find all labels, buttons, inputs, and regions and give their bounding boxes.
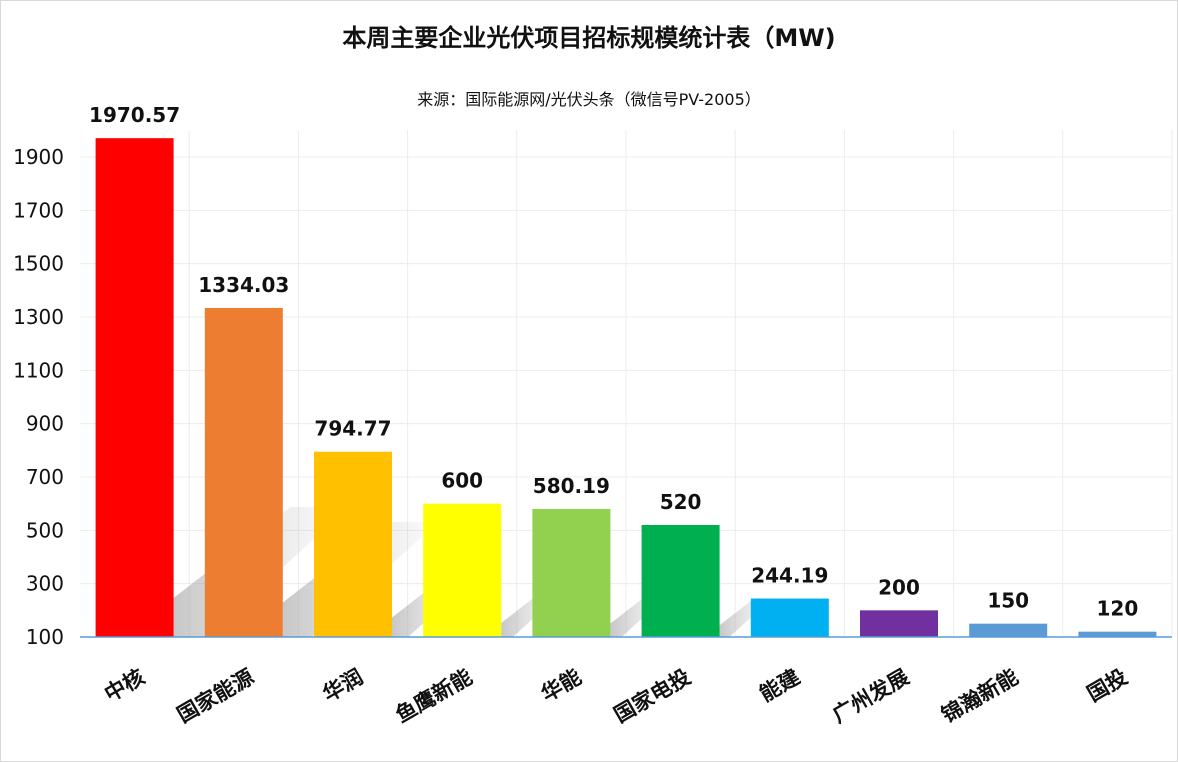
bar [95,138,174,637]
data-labels: 1970.57 1334.03 794.77 600 580.19 520 244.19 20… [89,103,1138,620]
bar [750,598,829,637]
y-tick-label: 1900 [13,145,64,169]
y-tick-label: 1700 [13,198,64,222]
x-tick-label: 鱼鹰新能 [392,665,477,728]
x-tick-label: 能建 [756,665,804,707]
y-tick-label: 900 [26,412,64,436]
bar [423,503,502,637]
x-tick-label: 华能 [537,665,585,707]
data-label: 120 [1097,597,1139,621]
bar [860,610,938,637]
y-tick-label: 1300 [13,305,64,329]
y-tick-label: 700 [26,465,64,489]
bar [204,307,283,637]
y-tick-label: 1500 [13,252,64,276]
data-label: 1970.57 [89,103,180,127]
x-tick-label: 华润 [319,665,367,707]
x-tick-label: 广州发展 [828,665,913,728]
data-label: 200 [878,575,920,599]
data-label: 580.19 [533,474,610,498]
x-axis-ticks: 中核 国家能源 华润 鱼鹰新能 华能 国家电投 能建 广州发展 锦瀚新能 国投 [100,665,1131,728]
data-label: 150 [987,589,1029,613]
x-tick-label: 中核 [100,665,148,707]
bar [532,508,611,637]
data-label: 520 [660,490,702,514]
bar [314,451,392,637]
chart-title: 本周主要企业光伏项目招标规模统计表（MW) [342,24,836,52]
bar [969,623,1048,637]
y-tick-label: 100 [26,625,64,649]
x-tick-label: 国投 [1083,665,1131,707]
y-tick-label: 300 [26,572,64,596]
x-tick-label: 锦瀚新能 [938,665,1023,728]
data-label: 794.77 [314,417,391,441]
bars [95,138,1157,637]
chart-subtitle: 来源：国际能源网/光伏头条（微信号PV-2005） [417,90,761,109]
data-label: 1334.03 [198,273,289,297]
x-tick-label: 国家能源 [173,665,258,728]
bar [1078,631,1157,637]
y-tick-label: 1100 [13,358,64,382]
data-label: 600 [441,469,483,493]
y-tick-label: 500 [26,518,64,542]
y-axis-ticks: 100 300 500 700 900 1100 1300 1500 1700 1900 [13,145,64,649]
x-tick-label: 国家电投 [610,665,695,728]
bar [641,525,720,637]
data-label: 244.19 [751,564,828,588]
